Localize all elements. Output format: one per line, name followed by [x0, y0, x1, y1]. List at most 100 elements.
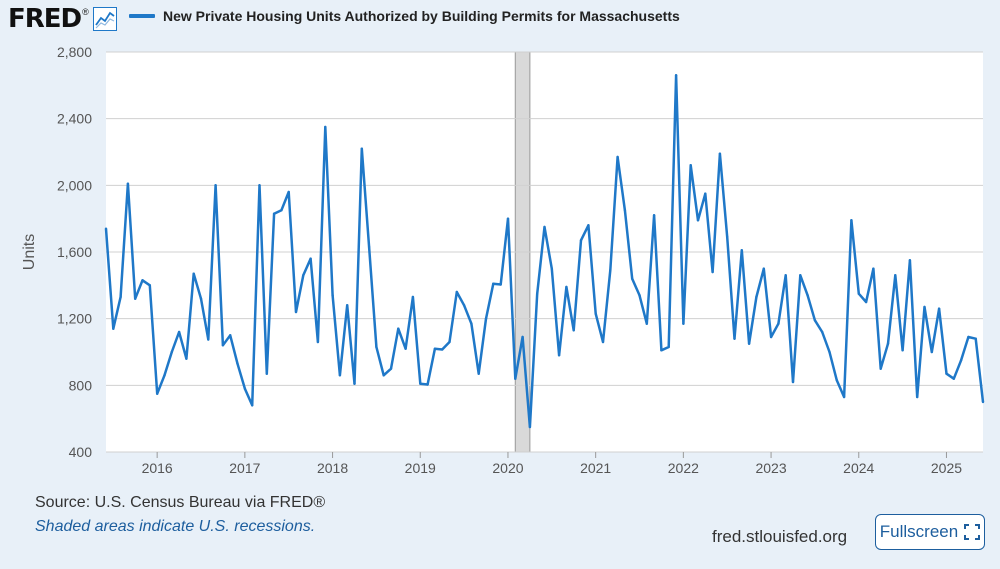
- data-point[interactable]: [616, 155, 619, 159]
- data-point[interactable]: [923, 305, 926, 309]
- data-point[interactable]: [557, 354, 561, 357]
- data-point[interactable]: [243, 387, 247, 390]
- data-point[interactable]: [316, 340, 320, 344]
- data-point[interactable]: [579, 239, 583, 242]
- site-url[interactable]: fred.stlouisfed.org: [712, 527, 848, 546]
- data-point[interactable]: [499, 283, 502, 286]
- data-point[interactable]: [134, 297, 137, 300]
- data-point[interactable]: [185, 357, 188, 360]
- data-point[interactable]: [937, 307, 941, 310]
- data-point[interactable]: [813, 319, 817, 322]
- data-point[interactable]: [338, 374, 342, 377]
- data-point[interactable]: [879, 367, 882, 370]
- data-point[interactable]: [346, 304, 349, 307]
- data-point[interactable]: [959, 359, 963, 362]
- data-point[interactable]: [156, 392, 159, 395]
- data-point[interactable]: [908, 259, 912, 262]
- data-point[interactable]: [587, 224, 590, 227]
- data-point[interactable]: [601, 340, 605, 344]
- data-point[interactable]: [667, 345, 670, 349]
- data-point[interactable]: [740, 249, 743, 252]
- data-point[interactable]: [141, 279, 144, 282]
- data-point[interactable]: [455, 290, 458, 294]
- data-point[interactable]: [689, 164, 692, 167]
- fred-logo[interactable]: FRED ®: [8, 4, 117, 34]
- data-point[interactable]: [747, 342, 751, 345]
- fullscreen-button[interactable]: Fullscreen: [875, 514, 985, 550]
- data-point[interactable]: [806, 294, 809, 297]
- data-point[interactable]: [945, 372, 948, 375]
- data-point[interactable]: [360, 147, 363, 150]
- data-point[interactable]: [251, 404, 254, 407]
- data-point[interactable]: [594, 312, 597, 315]
- data-point[interactable]: [916, 395, 919, 399]
- data-point[interactable]: [791, 380, 795, 384]
- data-point[interactable]: [170, 350, 173, 354]
- data-point[interactable]: [521, 335, 524, 339]
- data-point[interactable]: [821, 330, 824, 334]
- data-point[interactable]: [214, 184, 217, 187]
- data-point[interactable]: [287, 190, 290, 194]
- data-point[interactable]: [528, 425, 532, 429]
- data-point[interactable]: [733, 337, 736, 340]
- data-point[interactable]: [536, 292, 539, 295]
- data-point[interactable]: [872, 267, 875, 270]
- data-point[interactable]: [331, 294, 334, 297]
- data-point[interactable]: [981, 400, 985, 404]
- data-point[interactable]: [199, 297, 203, 300]
- data-point[interactable]: [163, 374, 166, 377]
- data-point[interactable]: [550, 267, 553, 270]
- data-point[interactable]: [901, 349, 904, 352]
- data-point[interactable]: [492, 282, 495, 285]
- data-point[interactable]: [426, 383, 429, 386]
- data-point[interactable]: [777, 322, 780, 325]
- data-point[interactable]: [799, 274, 802, 277]
- data-point[interactable]: [652, 214, 656, 217]
- data-point[interactable]: [974, 337, 977, 340]
- data-point[interactable]: [309, 257, 312, 260]
- data-point[interactable]: [404, 347, 407, 350]
- data-point[interactable]: [543, 225, 546, 229]
- data-point[interactable]: [470, 322, 473, 325]
- data-point[interactable]: [441, 348, 444, 351]
- data-point[interactable]: [192, 272, 195, 275]
- data-point[interactable]: [631, 277, 634, 280]
- data-point[interactable]: [397, 327, 400, 330]
- data-point[interactable]: [565, 285, 568, 289]
- data-point[interactable]: [302, 274, 305, 277]
- data-point[interactable]: [221, 344, 225, 347]
- data-point[interactable]: [280, 209, 283, 212]
- data-point[interactable]: [514, 377, 517, 380]
- data-point[interactable]: [674, 74, 678, 77]
- data-point[interactable]: [177, 330, 181, 334]
- data-point[interactable]: [711, 270, 714, 274]
- data-point[interactable]: [842, 395, 846, 399]
- data-point[interactable]: [294, 310, 298, 314]
- data-point[interactable]: [930, 350, 933, 354]
- data-point[interactable]: [104, 227, 108, 230]
- data-point[interactable]: [382, 374, 385, 377]
- data-point[interactable]: [433, 347, 437, 350]
- data-point[interactable]: [265, 372, 268, 375]
- data-point[interactable]: [353, 382, 356, 385]
- data-point[interactable]: [952, 377, 955, 380]
- data-point[interactable]: [718, 152, 722, 155]
- data-point[interactable]: [477, 372, 480, 375]
- data-point[interactable]: [835, 379, 838, 382]
- data-point[interactable]: [828, 350, 831, 354]
- data-point[interactable]: [375, 345, 378, 349]
- data-point[interactable]: [112, 327, 115, 330]
- data-point[interactable]: [236, 362, 239, 365]
- data-point[interactable]: [119, 295, 122, 299]
- data-point[interactable]: [769, 335, 773, 339]
- data-point[interactable]: [762, 267, 765, 270]
- data-point[interactable]: [448, 340, 451, 344]
- data-point[interactable]: [857, 292, 860, 295]
- data-point[interactable]: [148, 284, 151, 287]
- data-point[interactable]: [850, 219, 853, 222]
- data-point[interactable]: [894, 274, 897, 277]
- data-point[interactable]: [484, 317, 488, 320]
- data-point[interactable]: [784, 274, 787, 277]
- data-point[interactable]: [207, 338, 210, 341]
- data-point[interactable]: [462, 304, 466, 307]
